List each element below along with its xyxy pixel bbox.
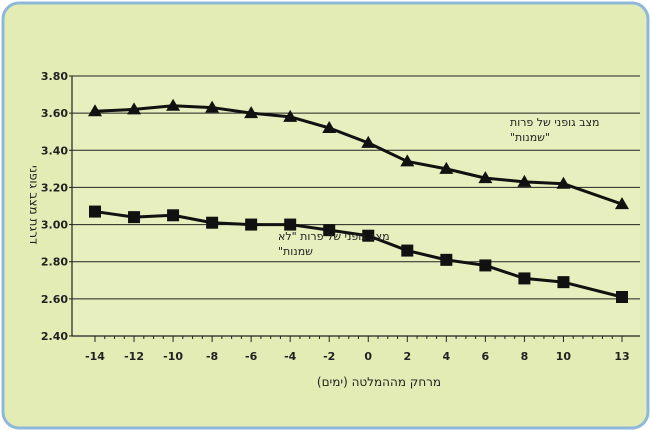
x-tick-label: -6 [245,350,258,363]
data-point [556,176,571,189]
data-point [401,244,414,257]
data-point [439,161,454,174]
data-point [205,100,220,113]
data-point [167,209,180,222]
data-point [89,205,101,218]
data-point [323,224,336,237]
data-point [362,229,375,242]
x-tick-label: -10 [163,350,183,363]
data-point [283,109,298,122]
data-point [361,135,376,148]
series-line-1 [94,210,623,299]
y-tick-label: 3.80 [41,70,68,83]
data-point [166,98,181,111]
data-point [206,216,219,229]
x-tick-label: -8 [206,350,218,363]
data-point [88,104,102,117]
x-tick-label: 0 [364,350,372,363]
series-label: "שמנות" [510,131,550,144]
series-line-0 [94,104,623,206]
x-tick-label: 2 [403,350,411,363]
x-tick-label: 13 [614,350,629,363]
data-point [400,154,415,167]
plot-area [72,76,640,336]
y-tick-label: 2.80 [41,256,68,269]
axes: 2.40 2.60 2.80 3.00 3.20 3.40 3.60 3.80 -14 -12 -1… [41,70,640,363]
data-point [284,218,297,231]
x-tick-label: 8 [521,350,529,363]
series-labels: מצב גופני של פרות "שמנות" מצב גופני של פרו… [278,116,599,258]
data-point [128,211,141,224]
data-point [479,259,492,272]
data-point [478,171,493,184]
data-point [440,253,453,266]
x-tick-label: -2 [323,350,335,363]
x-tick-label: 10 [556,350,572,363]
data-point [322,121,337,133]
x-tick-label: 4 [443,350,451,363]
x-tick-label: -12 [124,350,144,363]
y-tick-label: 3.20 [41,181,68,194]
y-axis-title: דרגת מצב גופני [27,165,41,245]
data-point [517,174,532,187]
series-label: מצב גופני של פרות "לא [278,230,390,243]
x-axis-title: מרחק מההמלטה (ימים) [317,375,441,389]
series-group [88,98,629,303]
series-label: מצב גופני של פרות [510,116,599,129]
data-point [557,276,570,289]
series-label: שמנות" [278,245,313,258]
y-tick-label: 3.60 [41,107,68,120]
y-tick-label: 3.40 [41,144,68,157]
data-point [245,218,258,231]
data-point [615,197,629,210]
x-tick-label: 6 [482,350,490,363]
data-point [616,291,628,303]
y-tick-label: 2.40 [41,330,68,343]
y-tick-label: 2.60 [41,293,68,306]
x-tick-label: -4 [284,350,297,363]
data-point [127,102,142,115]
x-tick-label: -14 [85,350,105,363]
data-point [244,106,259,119]
y-tick-label: 3.00 [41,219,68,232]
data-point [518,272,531,285]
